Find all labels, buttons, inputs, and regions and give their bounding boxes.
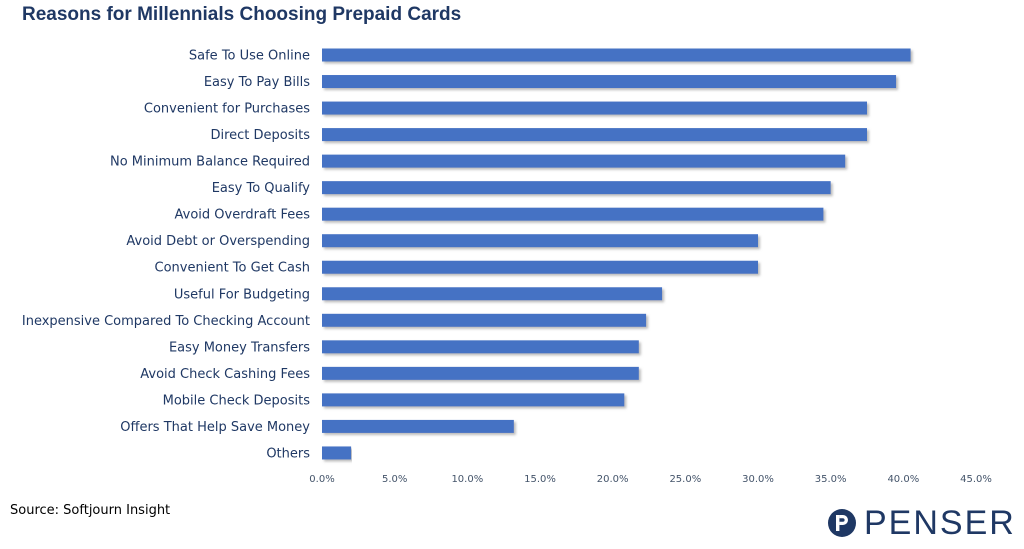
x-tick-label: 25.0% xyxy=(669,474,701,485)
category-label: Useful For Budgeting xyxy=(174,287,310,302)
penser-logo: PENSER xyxy=(826,505,1016,541)
penser-logo-text: PENSER xyxy=(864,504,1016,542)
category-label: No Minimum Balance Required xyxy=(110,155,310,170)
bar xyxy=(322,234,758,248)
category-label: Avoid Debt or Overspending xyxy=(126,234,310,249)
category-label: Easy To Qualify xyxy=(212,181,311,196)
category-label: Offers That Help Save Money xyxy=(120,420,310,435)
bar xyxy=(322,287,663,301)
x-tick-label: 15.0% xyxy=(524,474,556,485)
chart-title: Reasons for Millennials Choosing Prepaid… xyxy=(22,4,462,25)
x-axis-tick-labels: 0.0% 5.0% 10.0% 15.0% 20.0% 25.0% 30.0% 35.0% 40… xyxy=(309,474,992,485)
category-label: Easy To Pay Bills xyxy=(204,75,310,90)
bar xyxy=(322,419,514,433)
bar xyxy=(322,260,758,274)
bar xyxy=(322,154,846,168)
x-tick-label: 40.0% xyxy=(887,474,919,485)
category-label: Avoid Overdraft Fees xyxy=(175,208,311,223)
bar xyxy=(322,48,911,62)
category-label: Others xyxy=(266,446,310,461)
category-label: Easy Money Transfers xyxy=(169,340,310,355)
category-label: Convenient To Get Cash xyxy=(155,261,310,276)
bar xyxy=(322,366,639,380)
x-tick-label: 20.0% xyxy=(597,474,629,485)
category-label: Inexpensive Compared To Checking Account xyxy=(22,314,310,329)
bar xyxy=(322,207,824,221)
bar xyxy=(322,393,625,407)
bar xyxy=(322,75,897,89)
bar xyxy=(322,128,867,142)
source-note: Source: Softjourn Insight xyxy=(10,503,171,518)
bar xyxy=(322,313,647,327)
bar xyxy=(322,101,867,115)
category-label: Direct Deposits xyxy=(210,128,310,143)
x-tick-label: 30.0% xyxy=(742,474,774,485)
category-label: Avoid Check Cashing Fees xyxy=(140,367,310,382)
bar-series xyxy=(322,48,911,460)
penser-logo-icon xyxy=(828,509,856,537)
bar xyxy=(322,340,639,354)
x-tick-label: 45.0% xyxy=(960,474,992,485)
x-tick-label: 35.0% xyxy=(815,474,847,485)
x-tick-label: 5.0% xyxy=(382,474,407,485)
category-label: Mobile Check Deposits xyxy=(163,393,311,408)
bar xyxy=(322,446,352,460)
x-tick-label: 10.0% xyxy=(451,474,483,485)
x-tick-label: 0.0% xyxy=(309,474,334,485)
category-labels: Safe To Use Online Easy To Pay Bills Conve… xyxy=(22,49,310,462)
category-label: Convenient for Purchases xyxy=(144,102,310,117)
category-label: Safe To Use Online xyxy=(189,49,310,64)
bar xyxy=(322,181,831,195)
